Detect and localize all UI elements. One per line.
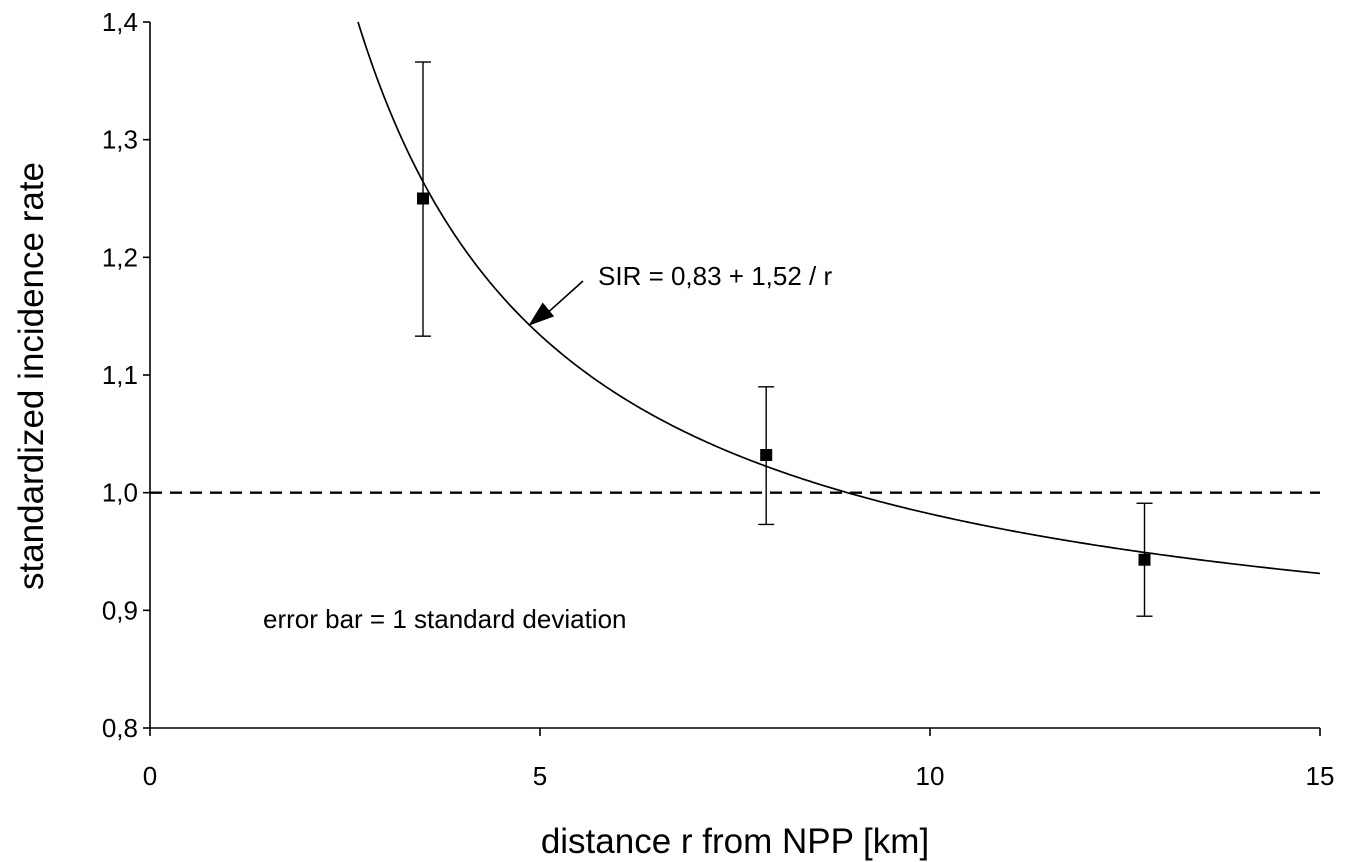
- fit-curve-layer: [357, 21, 1321, 575]
- x-tick-label: 15: [1306, 761, 1335, 791]
- y-tick-label: 1,3: [102, 125, 138, 155]
- x-tick-label: 10: [916, 761, 945, 791]
- y-tick-label: 1,0: [102, 478, 138, 508]
- y-tick-label: 1,1: [102, 360, 138, 390]
- error-bar-note: error bar = 1 standard deviation: [263, 604, 627, 634]
- y-tick-label: 1,4: [102, 7, 138, 37]
- annotation-arrow-line: [545, 280, 584, 315]
- y-tick-label: 1,2: [102, 242, 138, 272]
- data-point: [417, 192, 429, 205]
- data-point: [1138, 553, 1151, 566]
- y-axis-title: standardized incidence rate: [12, 162, 51, 590]
- y-tick-label: 0,8: [102, 713, 138, 743]
- y-tick-label: 0,9: [102, 595, 138, 625]
- x-tick-label: 5: [533, 761, 547, 791]
- x-tick-label: 0: [143, 761, 157, 791]
- annotation-arrow-head: [528, 302, 555, 326]
- x-axis-title: distance r from NPP [km]: [541, 822, 929, 861]
- data-points-layer: [417, 192, 1151, 566]
- data-point: [760, 449, 773, 462]
- fit-curve: [357, 21, 1321, 575]
- error-bars-layer: [415, 61, 1153, 617]
- tick-labels-layer: 0,8 0,9 1,0 1,1 1,2 1,3 1,4 0 5 10 15: [102, 7, 1335, 791]
- fit-formula-label: SIR = 0,83 + 1,52 / r: [598, 261, 832, 291]
- axes-layer: [143, 21, 1321, 736]
